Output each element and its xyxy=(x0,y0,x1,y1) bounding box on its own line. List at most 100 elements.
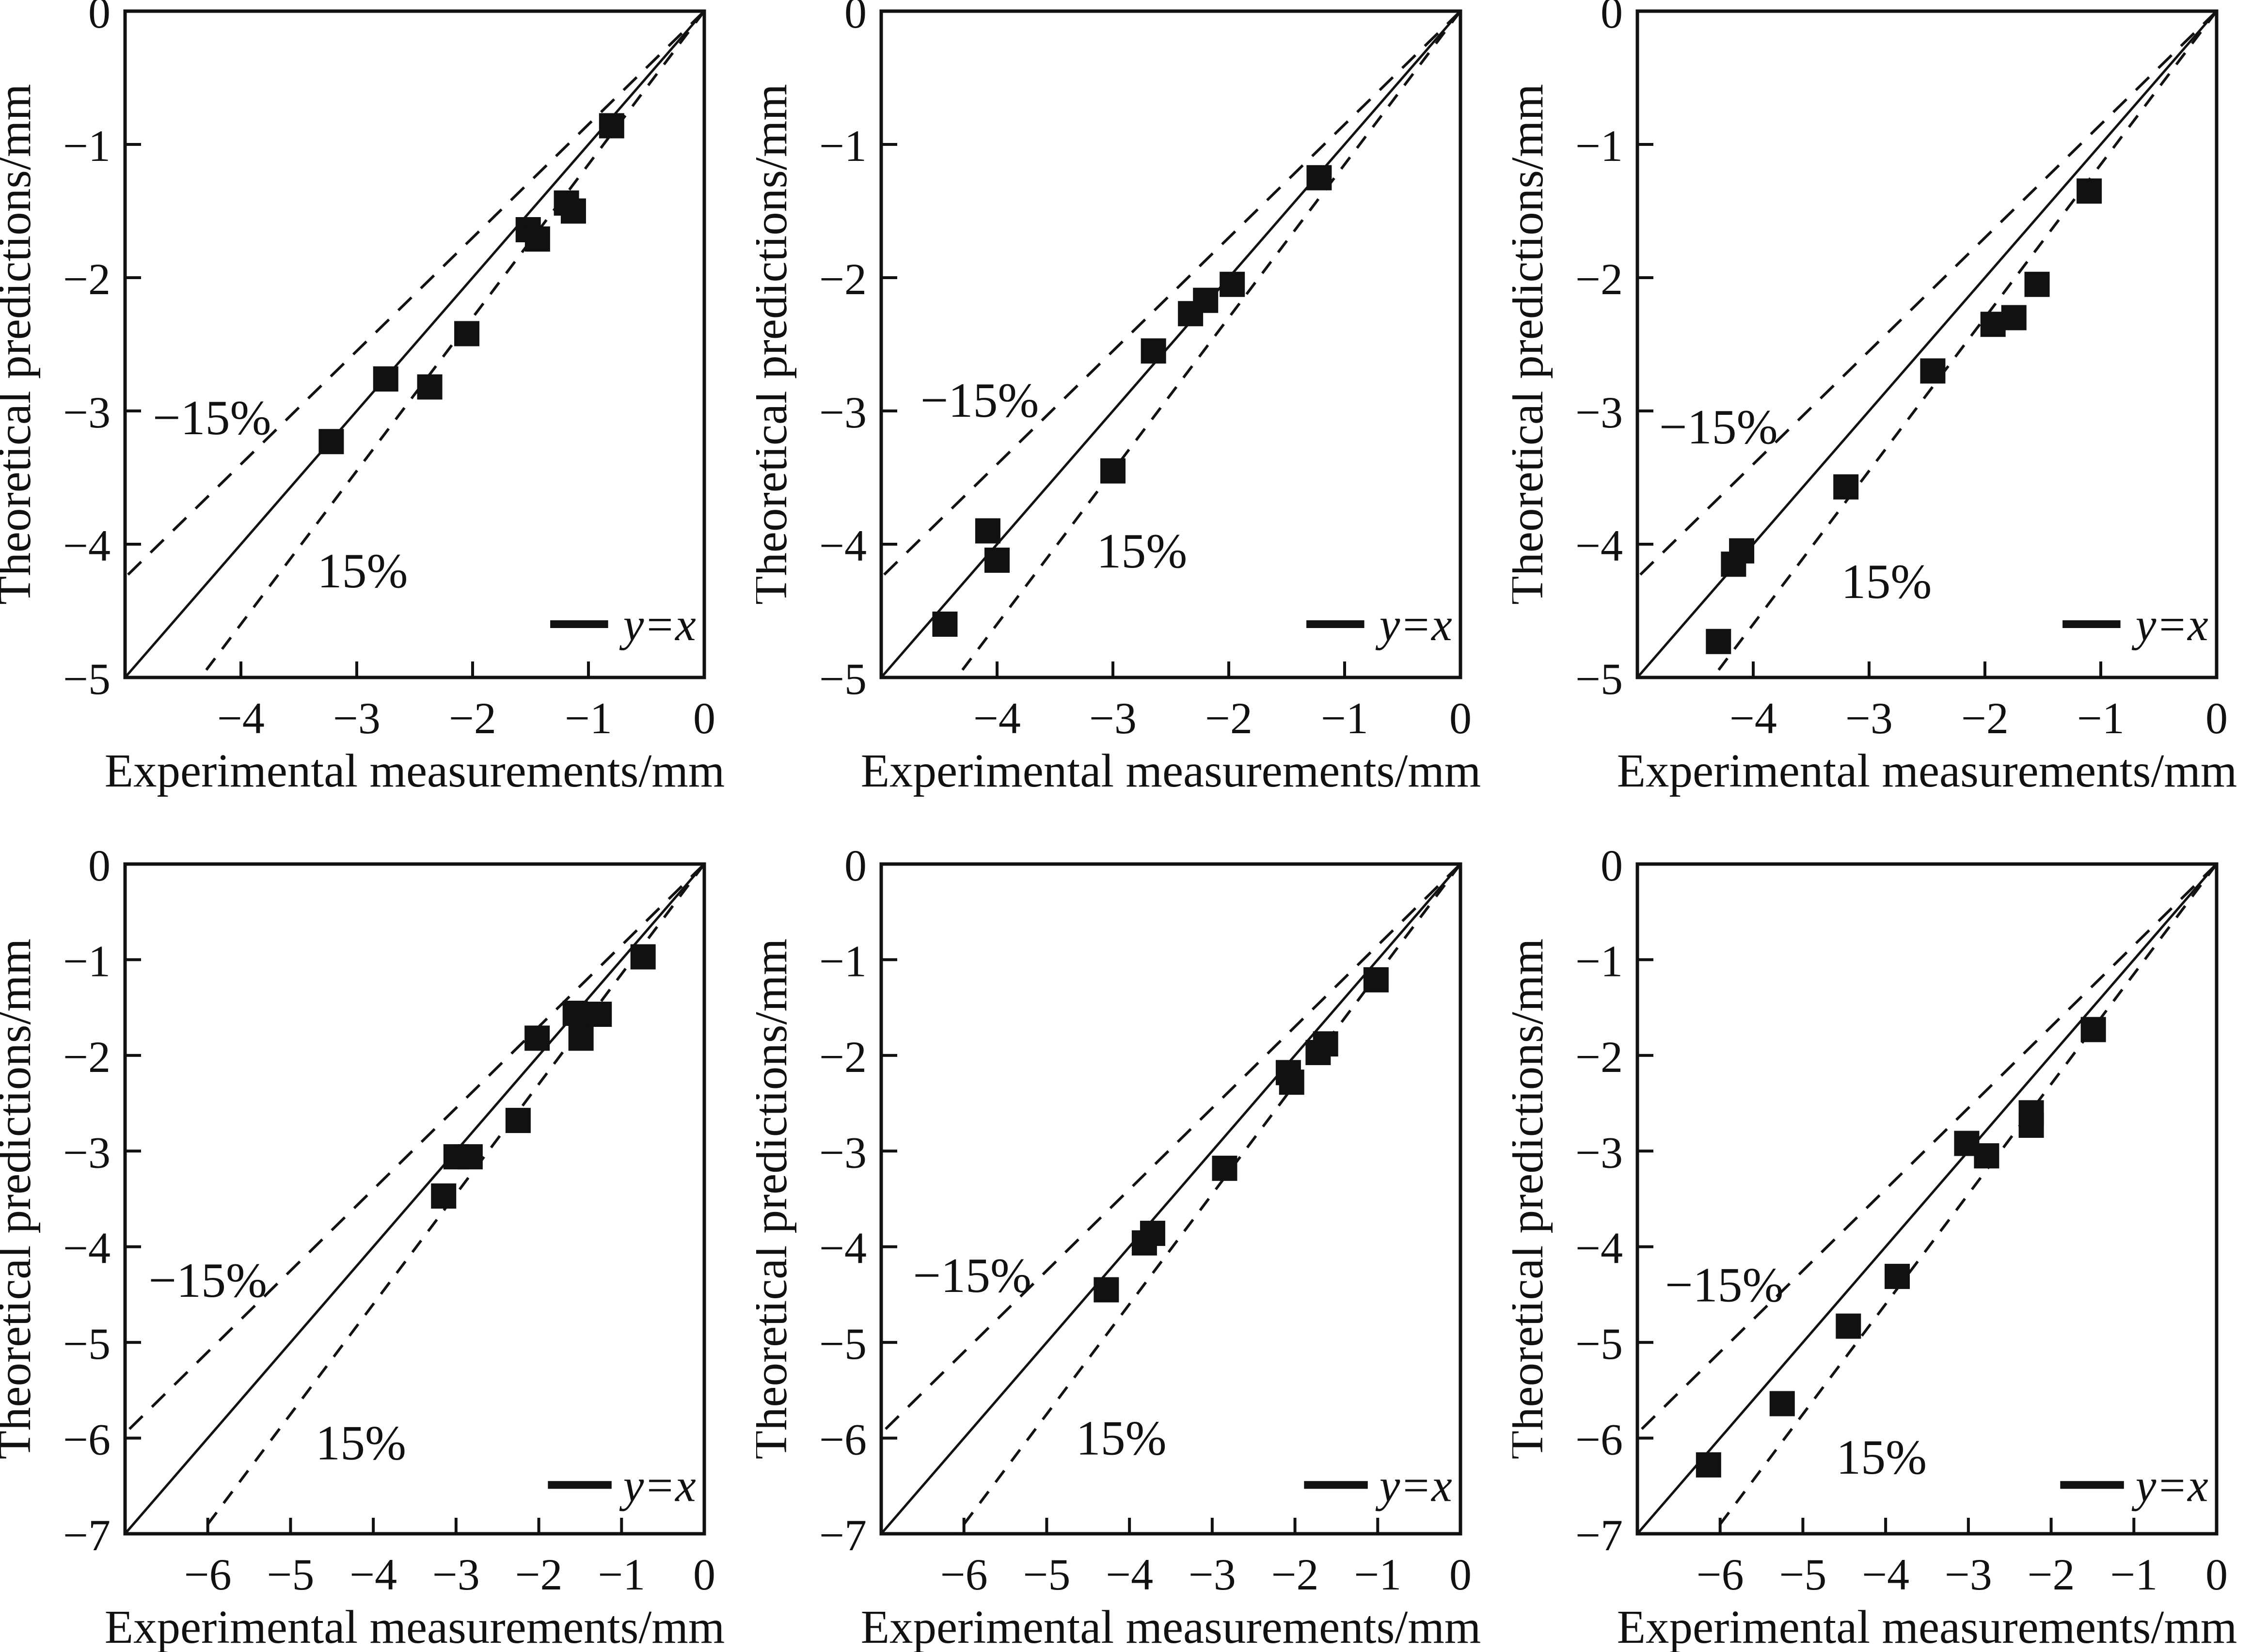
x-tick-label: 0 xyxy=(693,693,715,743)
y-tick-label: −4 xyxy=(1575,1224,1623,1273)
data-point xyxy=(1094,1277,1119,1303)
x-tick-label: −2 xyxy=(1961,693,2009,743)
legend-label: y=x xyxy=(619,598,696,650)
y-tick-label: 0 xyxy=(1601,0,1623,37)
x-tick-label: −6 xyxy=(1697,1550,1744,1599)
y-axis-title: Theoretical predictions/mm xyxy=(0,84,40,605)
upper-tolerance-line xyxy=(881,11,1460,579)
x-tick-label: 0 xyxy=(693,1550,715,1599)
y-tick-label: −4 xyxy=(819,521,867,570)
data-point xyxy=(1706,629,1731,654)
y-tick-label: 0 xyxy=(844,841,867,890)
x-tick-label: −2 xyxy=(2028,1550,2075,1599)
y-tick-label: −7 xyxy=(63,1510,111,1560)
data-point xyxy=(932,612,958,637)
y-axis-title: Theoretical predictions/mm xyxy=(1512,84,1553,605)
y-tick-label: −4 xyxy=(63,521,111,570)
y-tick-label: −2 xyxy=(819,254,867,304)
data-point xyxy=(1220,271,1245,297)
x-tick-label: −1 xyxy=(565,693,612,743)
y-tick-label: −5 xyxy=(1575,654,1623,704)
data-point xyxy=(505,1108,531,1133)
y-tick-label: −4 xyxy=(1575,521,1623,570)
lower-tolerance-line xyxy=(1712,864,2217,1534)
x-axis-title: Experimental measurements/mm xyxy=(1617,1601,2237,1652)
data-point xyxy=(984,548,1010,573)
x-tick-label: 0 xyxy=(2205,1550,2228,1599)
y-tick-label: −3 xyxy=(819,1128,867,1177)
y-tick-label: −1 xyxy=(819,121,867,171)
data-point xyxy=(1885,1263,1910,1289)
x-tick-label: −4 xyxy=(349,1550,397,1599)
data-point xyxy=(599,113,624,139)
y-tick-label: 0 xyxy=(844,0,867,37)
y-tick-label: −2 xyxy=(819,1032,867,1082)
x-tick-label: −3 xyxy=(1189,1550,1236,1599)
data-point xyxy=(560,198,586,224)
data-point xyxy=(2024,271,2050,297)
data-point xyxy=(1974,1143,1999,1169)
plus15-label: 15% xyxy=(1096,524,1187,579)
data-point xyxy=(1212,1155,1237,1181)
plus15-label: 15% xyxy=(316,1416,406,1470)
identity-line xyxy=(1637,864,2217,1534)
data-point xyxy=(457,1144,483,1170)
upper-tolerance-line xyxy=(125,864,704,1434)
upper-tolerance-line xyxy=(881,864,1460,1434)
x-tick-label: −3 xyxy=(432,1550,480,1599)
y-tick-label: −4 xyxy=(63,1224,111,1273)
upper-tolerance-line xyxy=(125,11,704,579)
x-tick-label: −1 xyxy=(1321,693,1368,743)
data-point xyxy=(630,944,656,970)
y-axis-title: Theoretical predictions/mm xyxy=(1512,939,1553,1460)
x-tick-label: −6 xyxy=(184,1550,232,1599)
data-point xyxy=(454,321,480,346)
y-tick-label: 0 xyxy=(88,0,111,37)
y-tick-label: −2 xyxy=(63,1032,111,1082)
data-point xyxy=(1131,1230,1157,1256)
x-tick-label: 0 xyxy=(1449,1550,1472,1599)
y-tick-label: −3 xyxy=(1575,388,1623,437)
y-tick-label: −2 xyxy=(1575,1032,1623,1082)
x-tick-label: 0 xyxy=(1449,693,1472,743)
scatter-chart-top-middle: −4 −3 −2 −1 0 0 −1 −2 −3 −4 −5 −15% 15% y=x Experiment… xyxy=(756,0,1481,797)
data-point xyxy=(562,1000,588,1026)
plot-box xyxy=(879,862,1462,1536)
y-tick-label: −6 xyxy=(819,1415,867,1464)
data-point xyxy=(524,226,550,252)
minus15-label: −15% xyxy=(1665,1258,1784,1313)
plot-box xyxy=(1635,862,2219,1536)
scatter-chart-top-left: −4 −3 −2 −1 0 0 −1 −2 −3 −4 −5 −15% 15% y=x Experiment… xyxy=(0,0,725,797)
y-tick-label: −2 xyxy=(63,254,111,304)
minus15-label: −15% xyxy=(148,1253,267,1308)
plus15-label: 15% xyxy=(317,544,408,598)
scatter-panel-top-right: −4 −3 −2 −1 0 0 −1 −2 −3 −4 −5 −15% 15% y=x Experiment… xyxy=(1512,0,2268,824)
x-tick-label: −2 xyxy=(1205,693,1253,743)
data-point xyxy=(587,1001,612,1027)
x-tick-label: −5 xyxy=(1023,1550,1070,1599)
data-point xyxy=(1363,967,1389,992)
data-point xyxy=(2018,1112,2044,1138)
plot-box xyxy=(1635,9,2219,679)
data-point xyxy=(1306,165,1332,190)
y-tick-label: −3 xyxy=(1575,1128,1623,1177)
scatter-panel-bottom-left: −6 −5 −4 −3 −2 −1 0 0 −1 −2 −3 −4 −5 −6 −7 −15% 15% y=x Ex… xyxy=(0,824,756,1652)
x-tick-label: −6 xyxy=(940,1550,988,1599)
data-point xyxy=(1980,312,2006,337)
y-tick-label: −1 xyxy=(819,936,867,986)
upper-tolerance-line xyxy=(1637,864,2217,1434)
x-tick-label: −1 xyxy=(1354,1550,1401,1599)
data-point xyxy=(1141,338,1166,364)
data-point xyxy=(2080,1017,2106,1042)
x-tick-label: −3 xyxy=(333,693,381,743)
legend-label: y=x xyxy=(2131,1459,2208,1511)
legend-label: y=x xyxy=(1375,598,1452,650)
scatter-chart-bottom-right: −6 −5 −4 −3 −2 −1 0 0 −1 −2 −3 −4 −5 −6 −7 −15% 15% y=x Ex… xyxy=(1512,841,2237,1652)
scatter-chart-bottom-left: −6 −5 −4 −3 −2 −1 0 0 −1 −2 −3 −4 −5 −6 −7 −15% 15% y=x Ex… xyxy=(0,841,725,1652)
scatter-panel-top-middle: −4 −3 −2 −1 0 0 −1 −2 −3 −4 −5 −15% 15% y=x Experiment… xyxy=(756,0,1512,824)
data-point xyxy=(975,518,1000,544)
y-tick-label: −3 xyxy=(63,1128,111,1177)
x-tick-label: −3 xyxy=(1845,693,1893,743)
y-tick-label: −6 xyxy=(63,1415,111,1464)
lower-tolerance-line xyxy=(199,11,704,677)
